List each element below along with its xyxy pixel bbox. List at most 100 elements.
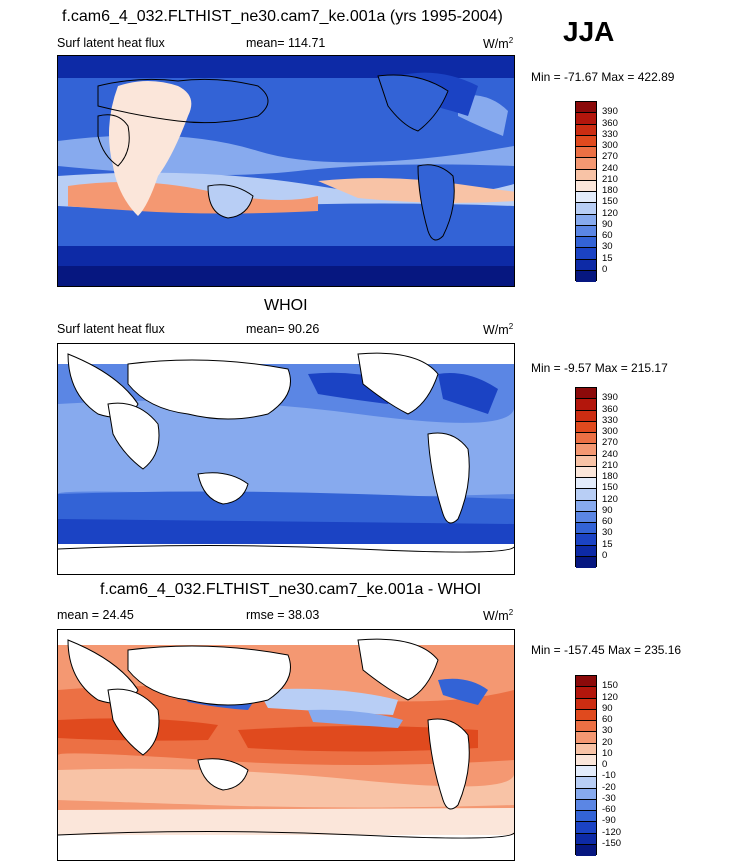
panel-2-colorbar-swatch-10 bbox=[576, 489, 596, 501]
panel-1-colorbar-tick: 60 bbox=[602, 230, 613, 241]
panel-3-colorbar-swatch-5 bbox=[576, 721, 596, 733]
panel-1-minmax: Min = -71.67 Max = 422.89 bbox=[531, 70, 675, 84]
panel-3-minmax: Min = -157.45 Max = 235.16 bbox=[531, 643, 682, 657]
panel-3-colorbar-tick: 30 bbox=[602, 725, 613, 737]
panel-1-title: f.cam6_4_032.FLTHIST_ne30.cam7_ke.001a (… bbox=[62, 8, 503, 25]
panel-1-colorbar-swatch-13 bbox=[576, 237, 596, 249]
panel-1-colorbar-tick: 330 bbox=[602, 128, 618, 140]
panel-3-colorbar-swatch-14 bbox=[576, 822, 596, 834]
panel-1-colorbar-swatch-14 bbox=[576, 248, 596, 260]
panel-2-colorbar-tick: 270 bbox=[602, 437, 618, 449]
panel-1-colorbar-tick: 0 bbox=[602, 263, 608, 275]
panel-2-colorbar-swatch-16 bbox=[576, 556, 596, 568]
panel-3-colorbar-tick: 0 bbox=[602, 759, 608, 770]
panel-1-colorbar-tick: 270 bbox=[602, 151, 618, 163]
panel-3-map bbox=[57, 629, 515, 861]
panel-2-colorbar-swatch-1 bbox=[576, 388, 596, 400]
panel-3-colorbar-swatch-8 bbox=[576, 754, 596, 766]
panel-3-colorbar-swatch-6 bbox=[576, 732, 596, 744]
panel-1-colorbar-tick: 150 bbox=[602, 196, 618, 208]
panel-3-colorbar-tick: -150 bbox=[602, 837, 622, 849]
panel-3-units: W/m2 bbox=[483, 608, 514, 624]
panel-3-mean-label: mean = 24.45 bbox=[57, 608, 134, 622]
panel-2-colorbar-tick: 120 bbox=[602, 493, 618, 505]
panel-2-colorbar-tick: 330 bbox=[602, 414, 618, 426]
panel-2-colorbar-swatch-2 bbox=[576, 399, 596, 411]
panel-2-colorbar-tick: 0 bbox=[602, 549, 608, 561]
panel-2-colorbar-tick: 15 bbox=[602, 538, 613, 550]
panel-1-colorbar-swatch-4 bbox=[576, 135, 596, 147]
panel-3-colorbar-swatch-4 bbox=[576, 709, 596, 721]
panel-2-colorbar-swatch-15 bbox=[576, 545, 596, 557]
panel-2-colorbar-tick: 360 bbox=[602, 403, 618, 415]
panel-2-colorbar-swatch-11 bbox=[576, 500, 596, 512]
panel-1-variable-label: Surf latent heat flux bbox=[57, 36, 165, 50]
panel-2-colorbar-swatch-5 bbox=[576, 433, 596, 445]
panel-2-colorbar-tick: 240 bbox=[602, 448, 618, 460]
panel-1-units: W/m2 bbox=[483, 36, 514, 52]
panel-3-colorbar-tick: 60 bbox=[602, 714, 613, 725]
panel-3-colorbar bbox=[575, 675, 597, 856]
panel-3-colorbar-swatch-12 bbox=[576, 799, 596, 811]
panel-1-colorbar-swatch-3 bbox=[576, 124, 596, 136]
panel-1-colorbar-swatch-12 bbox=[576, 225, 596, 237]
panel-2-map bbox=[57, 343, 515, 575]
panel-1-colorbar-tick: 390 bbox=[602, 106, 618, 118]
panel-2-colorbar-swatch-12 bbox=[576, 511, 596, 523]
panel-2-colorbar-swatch-14 bbox=[576, 534, 596, 546]
panel-3-colorbar-tick: 10 bbox=[602, 747, 613, 759]
panel-2-colorbar-tick: 300 bbox=[602, 426, 618, 437]
panel-2-minmax: Min = -9.57 Max = 215.17 bbox=[531, 361, 668, 375]
panel-1-colorbar-tick: 180 bbox=[602, 185, 618, 196]
panel-2-units: W/m2 bbox=[483, 322, 514, 338]
panel-2-colorbar-tick: 210 bbox=[602, 459, 618, 471]
panel-1-colorbar-tick: 30 bbox=[602, 241, 613, 253]
panel-2-map-svg bbox=[58, 344, 514, 574]
panel-2-colorbar-tick: 390 bbox=[602, 392, 618, 404]
panel-1-colorbar bbox=[575, 101, 597, 282]
panel-3-colorbar-tick: 90 bbox=[602, 702, 613, 714]
panel-1-colorbar-swatch-2 bbox=[576, 113, 596, 125]
panel-2-colorbar-swatch-7 bbox=[576, 455, 596, 467]
panel-1-map-svg bbox=[58, 56, 514, 286]
panel-3-map-svg bbox=[58, 630, 514, 860]
panel-2-colorbar-swatch-13 bbox=[576, 523, 596, 535]
panel-1-colorbar-swatch-7 bbox=[576, 169, 596, 181]
panel-2-colorbar-swatch-8 bbox=[576, 466, 596, 478]
panel-2-title: WHOI bbox=[264, 297, 308, 314]
panel-1-colorbar-swatch-16 bbox=[576, 270, 596, 282]
panel-3-colorbar-tick: -10 bbox=[602, 770, 616, 782]
panel-3-colorbar-tick: -20 bbox=[602, 781, 616, 793]
panel-1-colorbar-swatch-9 bbox=[576, 192, 596, 204]
panel-2-colorbar-swatch-9 bbox=[576, 478, 596, 490]
panel-1-map bbox=[57, 55, 515, 287]
panel-3-colorbar-swatch-15 bbox=[576, 833, 596, 845]
panel-1-colorbar-tick: 120 bbox=[602, 207, 618, 219]
panel-1-colorbar-swatch-1 bbox=[576, 102, 596, 114]
panel-2-mean-label: mean= 90.26 bbox=[246, 322, 320, 336]
panel-1-colorbar-swatch-10 bbox=[576, 203, 596, 215]
panel-3-title: f.cam6_4_032.FLTHIST_ne30.cam7_ke.001a -… bbox=[100, 581, 482, 598]
season-label: JJA bbox=[563, 16, 615, 47]
panel-1-mean-label: mean= 114.71 bbox=[246, 36, 326, 50]
panel-3-colorbar-swatch-2 bbox=[576, 687, 596, 699]
panel-1-colorbar-swatch-5 bbox=[576, 147, 596, 159]
panel-3-colorbar-swatch-9 bbox=[576, 766, 596, 778]
panel-3-colorbar-tick: 120 bbox=[602, 691, 618, 703]
panel-3-colorbar-swatch-16 bbox=[576, 844, 596, 856]
panel-3-colorbar-tick: -90 bbox=[602, 815, 616, 827]
panel-1-colorbar-tick: 300 bbox=[602, 140, 618, 151]
panel-3-colorbar-swatch-7 bbox=[576, 743, 596, 755]
panel-2-colorbar-tick: 150 bbox=[602, 482, 618, 494]
panel-1-colorbar-tick: 15 bbox=[602, 252, 613, 264]
panel-2-colorbar-tick: 30 bbox=[602, 527, 613, 539]
panel-2-colorbar-swatch-4 bbox=[576, 421, 596, 433]
panel-1-colorbar-tick: 360 bbox=[602, 117, 618, 129]
panel-1-colorbar-swatch-11 bbox=[576, 214, 596, 226]
panel-2-colorbar-swatch-3 bbox=[576, 410, 596, 422]
panel-2-colorbar-tick: 90 bbox=[602, 504, 613, 516]
panel-3-colorbar-tick: 20 bbox=[602, 736, 613, 748]
panel-3-colorbar-tick: -60 bbox=[602, 804, 616, 815]
panel-1-colorbar-tick: 240 bbox=[602, 162, 618, 174]
panel-3-colorbar-swatch-3 bbox=[576, 698, 596, 710]
